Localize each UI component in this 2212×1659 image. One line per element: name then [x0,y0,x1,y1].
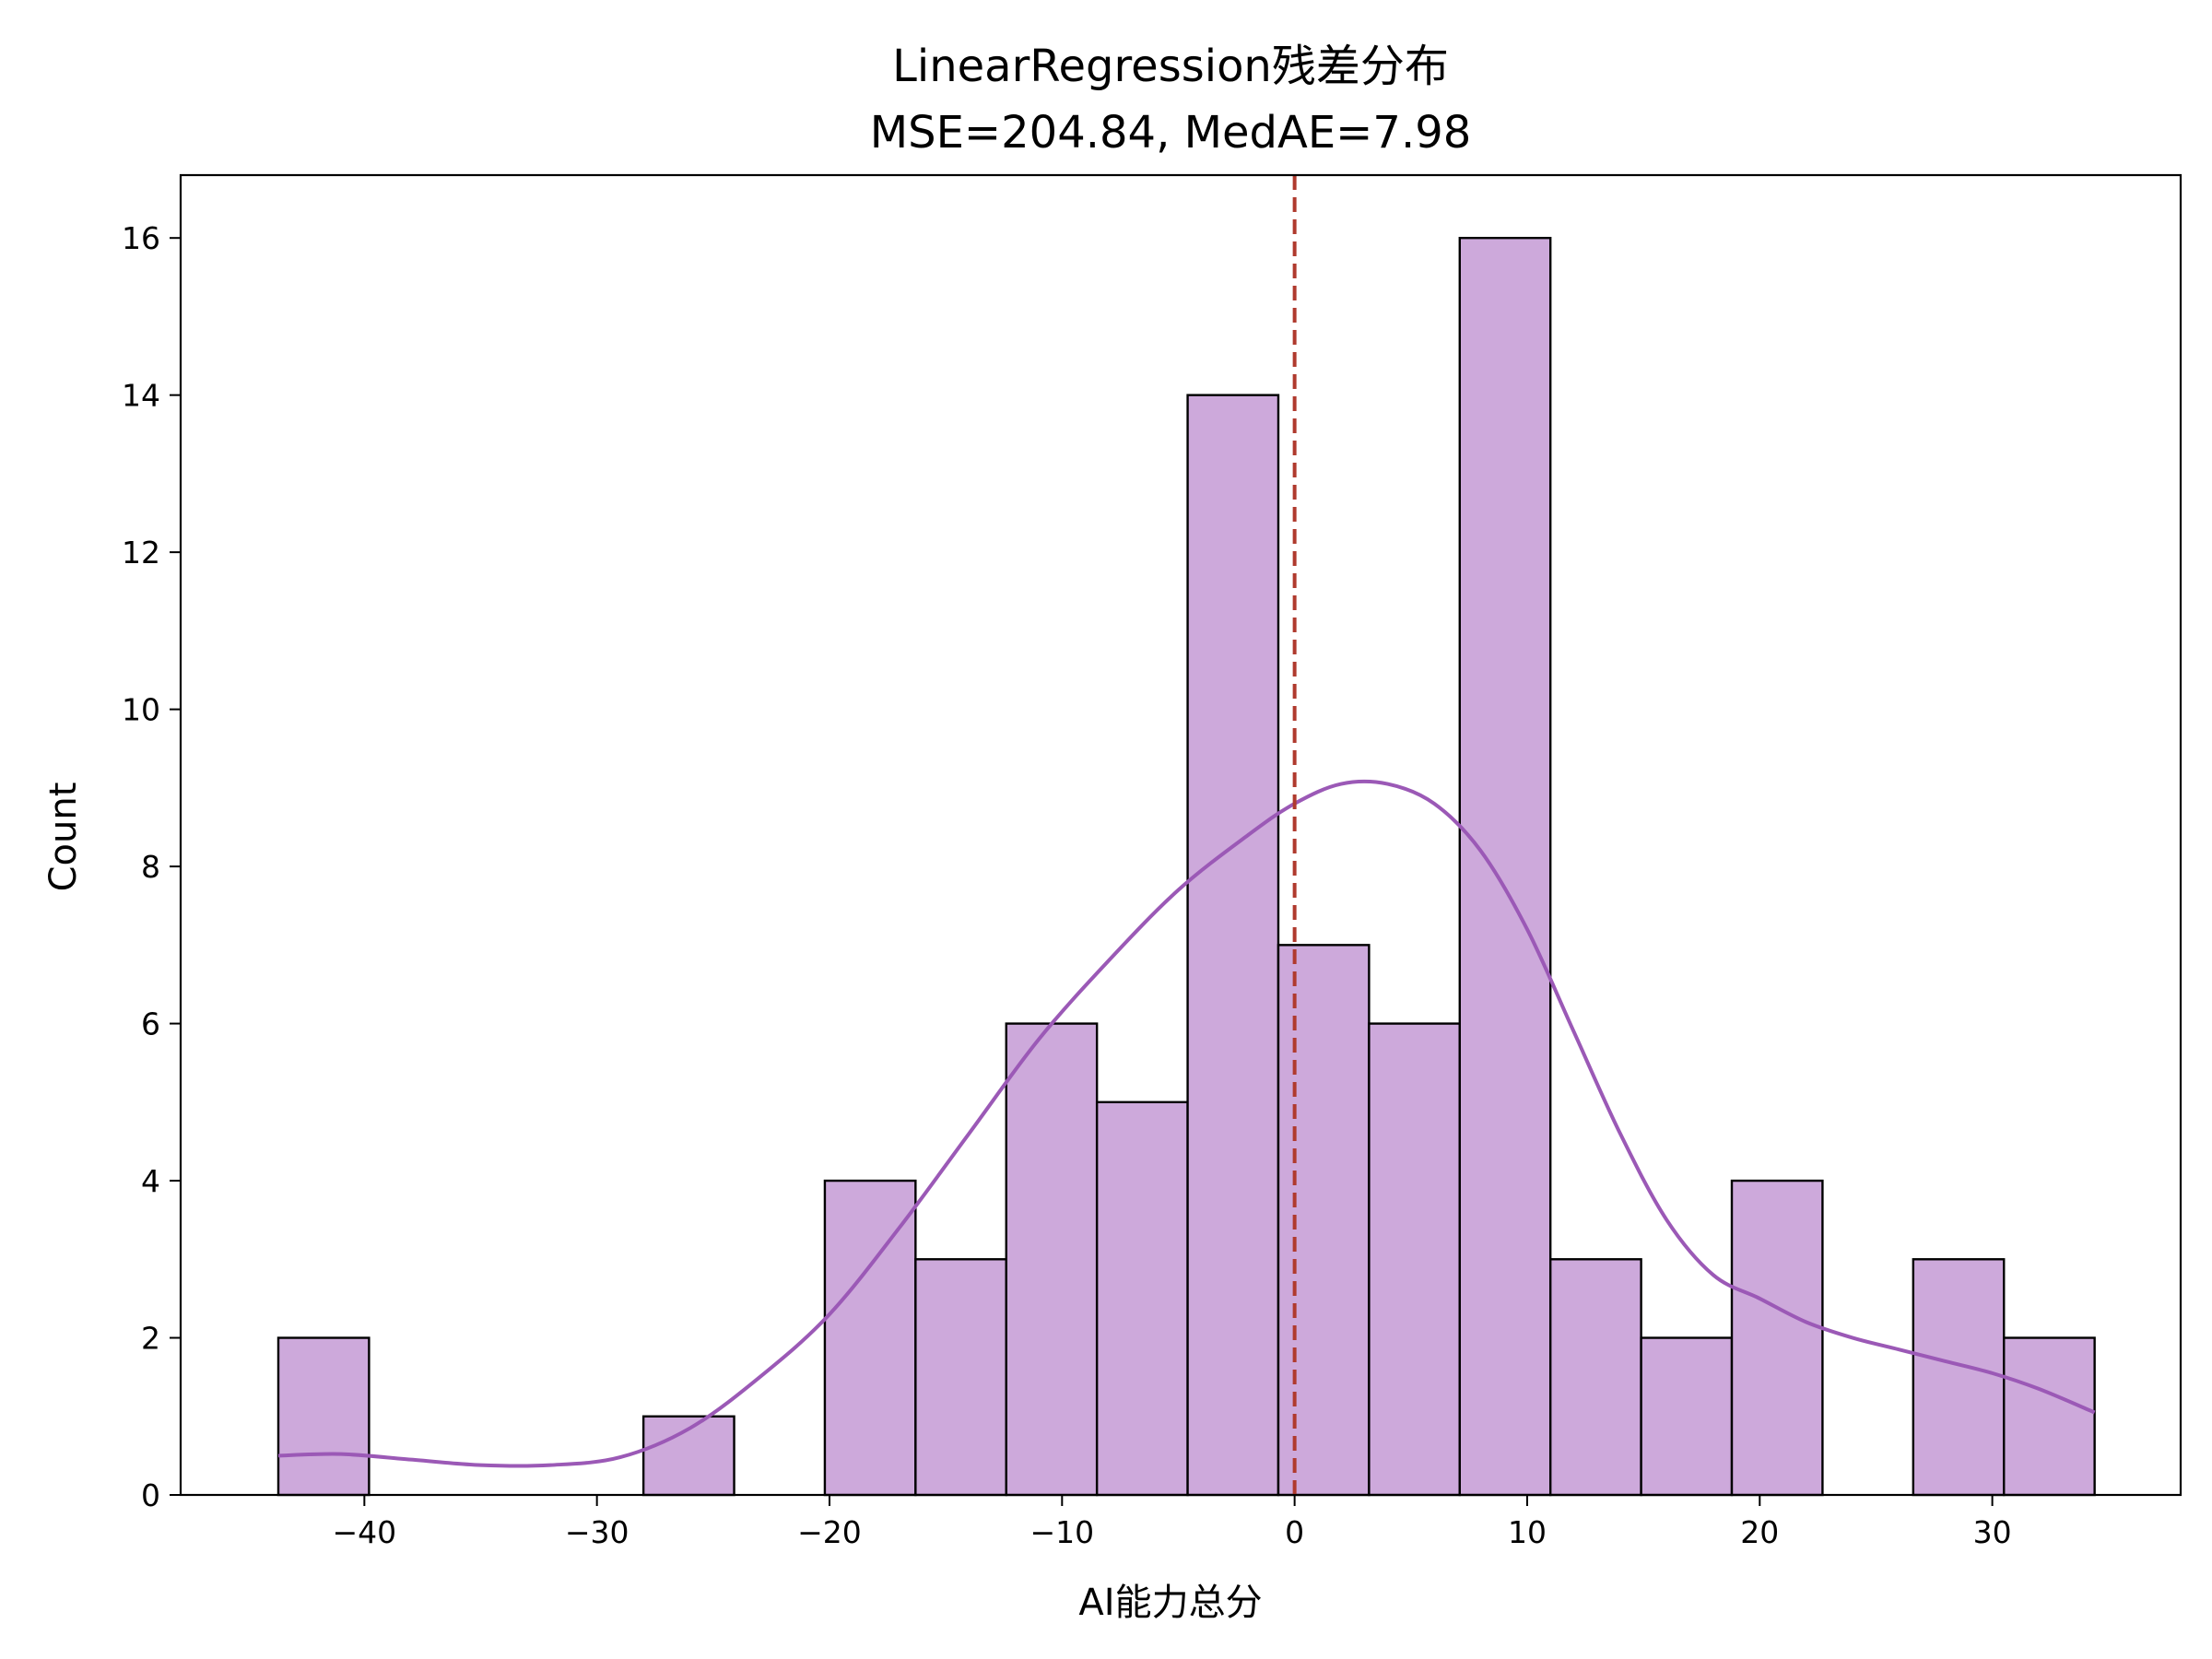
x-tick-label: 20 [1740,1514,1779,1550]
x-tick-label: −20 [797,1514,862,1550]
x-tick-label: −40 [333,1514,397,1550]
y-tick-label: 2 [141,1321,160,1357]
histogram-bar-0 [276,1336,371,1497]
histogram-bar-8 [1005,1022,1099,1497]
chart-title: LinearRegression残差分布 [892,41,1449,92]
y-tick-label: 6 [141,1006,160,1042]
kde-layer [277,779,2096,1468]
y-axis-label: Count [42,782,85,892]
y-tick-label: 14 [122,378,160,414]
x-tick-label: −30 [565,1514,629,1550]
histogram-bar-11 [1277,944,1371,1497]
x-tick-label: −10 [1030,1514,1094,1550]
histogram-bar-6 [823,1179,917,1497]
y-tick-label: 10 [122,692,160,728]
x-tick-label: 0 [1285,1514,1304,1550]
y-tick-label: 16 [122,220,160,256]
y-tick-label: 8 [141,849,160,885]
y-tick-label: 12 [122,535,160,571]
x-axis-ticks: −40 −30 −20 −10 0 10 20 30 [333,1495,2012,1550]
y-tick-label: 0 [141,1477,160,1513]
histogram-bar-7 [914,1258,1007,1497]
histogram-bar-18 [1912,1258,2006,1497]
x-tick-label: 30 [1973,1514,2012,1550]
histogram-bar-10 [1186,394,1280,1497]
histogram-bars [276,236,2096,1497]
x-tick-label: 10 [1508,1514,1547,1550]
histogram-bar-19 [2003,1336,2096,1497]
plot-frame [179,173,2183,1497]
histogram-bar-16 [1730,1179,1824,1497]
histogram-bar-15 [1640,1336,1734,1497]
y-axis-ticks: 0 2 4 6 8 10 12 14 16 [122,220,181,1513]
histogram-bar-14 [1548,1258,1642,1497]
histogram-bar-13 [1458,236,1552,1497]
chart-subtitle: MSE=204.84, MedAE=7.98 [870,107,1472,159]
kde-curve [277,779,2096,1468]
y-tick-label: 4 [141,1163,160,1199]
histogram-bar-12 [1368,1022,1461,1497]
histogram-bar-9 [1095,1100,1189,1497]
x-axis-label: AI能力总分 [1078,1582,1262,1624]
